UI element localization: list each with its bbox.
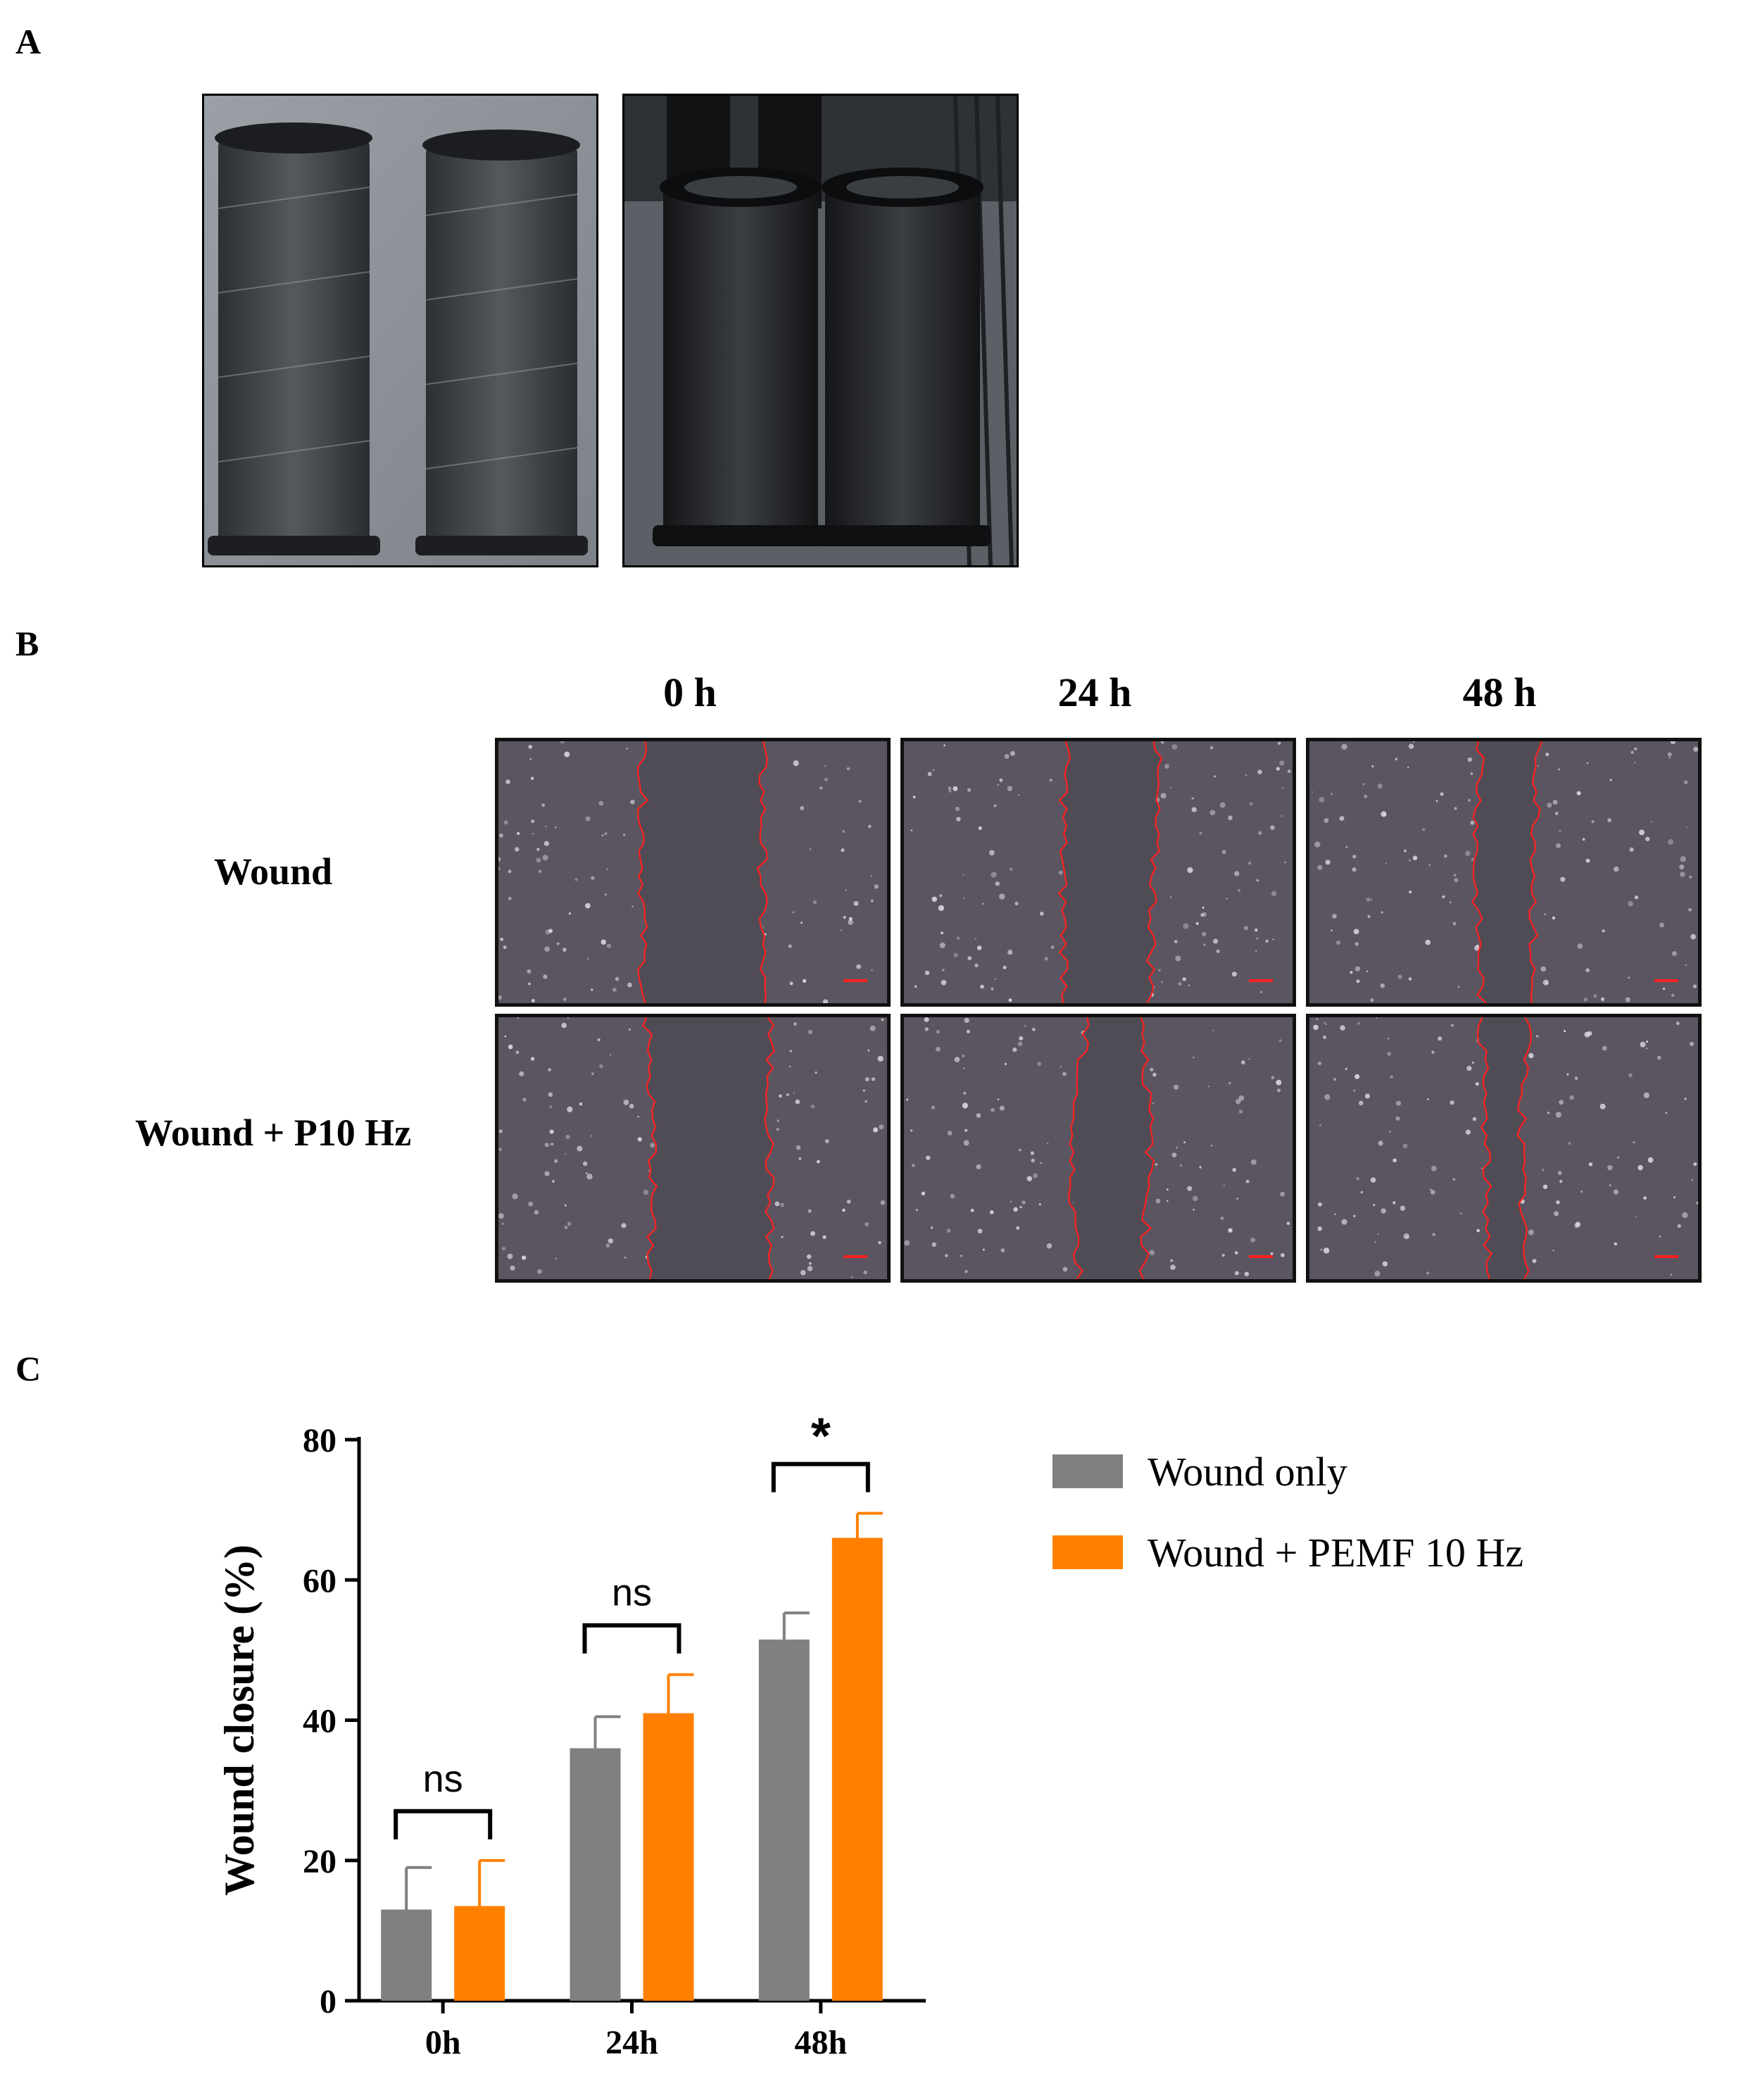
micrograph-wound-0h: [495, 738, 891, 1007]
column-header-24h: 24 h: [1057, 669, 1132, 715]
y-tick-label: 40: [303, 1703, 337, 1740]
micrograph-wound-24h: [900, 738, 1296, 1007]
row-header-wound-p10hz: Wound + P10 Hz: [134, 1112, 412, 1154]
scratch-assay-image-icon: [1309, 1017, 1698, 1279]
x-tick-label: 0h: [425, 2024, 461, 2061]
coil-pair-photo-icon: [204, 96, 596, 565]
y-tick-label: 60: [303, 1562, 337, 1599]
scratch-assay-image-icon: [498, 741, 887, 1003]
bar-wound-pemf-10-hz-0h: [454, 1906, 505, 2001]
legend-label: Wound only: [1148, 1449, 1347, 1495]
x-tick-label: 24h: [605, 2024, 658, 2061]
column-header-48h: 48 h: [1462, 669, 1537, 715]
panel-label-c: C: [15, 1349, 42, 1388]
micrograph-wound-48h: [1306, 738, 1702, 1007]
y-tick-label: 20: [303, 1843, 337, 1880]
legend-swatch: [1052, 1535, 1123, 1569]
bar-wound-only-24h: [570, 1748, 621, 2001]
scratch-assay-image-icon: [1309, 741, 1698, 1003]
significance-bracket: [771, 1461, 870, 1492]
y-axis-label: Wound closure (%): [216, 1545, 263, 1896]
bar-wound-pemf-10-hz-48h: [831, 1538, 883, 2001]
bar-wound-only-48h: [758, 1639, 810, 2001]
legend-label: Wound + PEMF 10 Hz: [1148, 1530, 1523, 1576]
y-tick-label: 80: [303, 1422, 337, 1459]
y-tick-label: 0: [320, 1983, 337, 2020]
bar-wound-only-0h: [381, 1909, 432, 2001]
x-tick-label: 48h: [794, 2024, 847, 2061]
photo-coils-left: [202, 94, 598, 567]
scratch-assay-image-icon: [904, 1017, 1293, 1279]
significance-bracket: [582, 1623, 681, 1654]
scratch-assay-image-icon: [498, 1017, 887, 1279]
significance-bracket: [394, 1809, 493, 1840]
significance-label: ns: [612, 1572, 652, 1614]
column-header-0h: 0 h: [663, 669, 717, 715]
panel-label-b: B: [15, 624, 39, 663]
significance-label: ns: [423, 1758, 463, 1800]
photo-coils-right: [622, 94, 1019, 567]
micrograph-wound-p10hz-0h: [495, 1014, 891, 1283]
panel-label-a: A: [15, 22, 42, 61]
bar-wound-pemf-10-hz-24h: [643, 1713, 694, 2001]
row-header-wound: Wound: [213, 850, 333, 893]
legend-swatch: [1052, 1454, 1123, 1488]
micrograph-wound-p10hz-24h: [900, 1014, 1296, 1283]
scratch-assay-image-icon: [904, 741, 1293, 1003]
significance-label: *: [811, 1409, 831, 1465]
micrograph-wound-p10hz-48h: [1306, 1014, 1702, 1283]
coil-pair-incubator-photo-icon: [624, 96, 1017, 565]
